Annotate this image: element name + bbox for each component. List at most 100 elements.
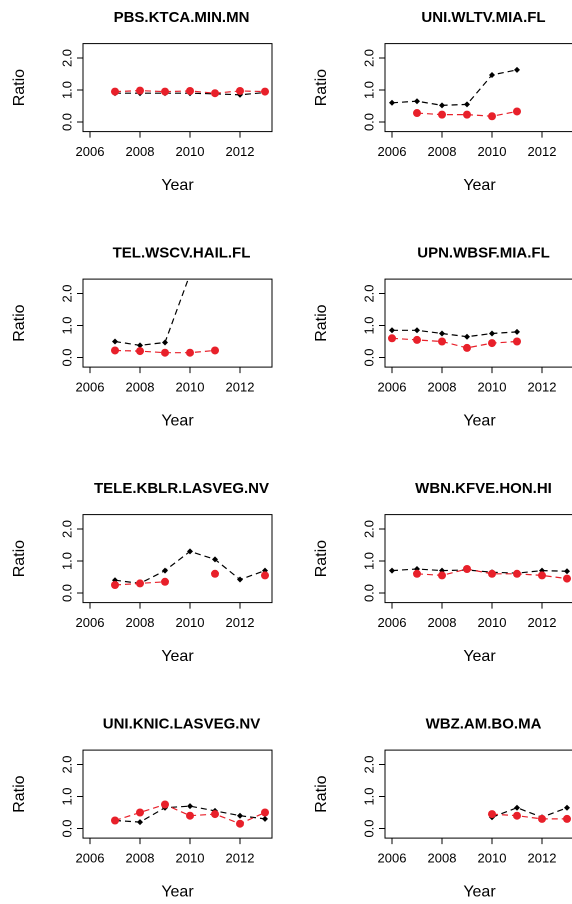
point <box>513 811 521 820</box>
y-tick-label: 2.0 <box>361 49 376 67</box>
series <box>111 800 269 828</box>
x-tick-label: 2006 <box>76 851 105 866</box>
y-tick-label: 1.0 <box>59 81 74 99</box>
point <box>261 87 269 96</box>
y-tick-label: 1.0 <box>361 81 376 99</box>
x-tick-label: 2012 <box>226 615 255 630</box>
y-axis-label: Ratio <box>11 69 28 106</box>
x-axis-label: Year <box>161 177 194 194</box>
point <box>463 343 471 352</box>
panel: UNI.WLTV.MIA.FL 2006 2008 2010 2012 0.0 1.0 2.0… <box>313 9 572 194</box>
x-tick-label: 2006 <box>378 144 407 159</box>
point <box>488 112 496 121</box>
point <box>414 327 420 334</box>
y-tick-label: 0.0 <box>361 113 376 131</box>
point <box>161 348 169 357</box>
x-tick-label: 2008 <box>126 144 155 159</box>
series <box>112 548 268 587</box>
point <box>137 342 143 349</box>
y-axis-label: Ratio <box>313 540 330 577</box>
point <box>464 333 470 340</box>
point <box>413 569 421 578</box>
panel: TEL.WSCV.HAIL.FL 2006 2008 2010 2012 0.0 1.0 2.… <box>11 244 273 429</box>
x-tick-label: 2010 <box>176 144 205 159</box>
point <box>389 567 395 574</box>
y-tick-label: 0.0 <box>59 113 74 131</box>
x-tick-label: 2006 <box>76 144 105 159</box>
chart-title: TELE.KBLR.LASVEG.NV <box>94 480 269 497</box>
chart-title: UNI.KNIC.LASVEG.NV <box>103 715 261 732</box>
y-tick-label: 2.0 <box>361 520 376 538</box>
point <box>162 339 168 346</box>
point <box>186 811 194 820</box>
x-tick-label: 2012 <box>528 851 557 866</box>
point <box>187 803 193 810</box>
point <box>488 339 496 348</box>
x-tick-label: 2010 <box>176 851 205 866</box>
point <box>489 330 495 337</box>
point <box>463 565 471 573</box>
point <box>136 86 144 95</box>
point <box>538 814 546 823</box>
chart-title: UNI.WLTV.MIA.FL <box>421 9 545 26</box>
x-tick-label: 2012 <box>226 144 255 159</box>
point <box>111 816 119 825</box>
point <box>211 569 219 578</box>
point <box>389 99 395 106</box>
series <box>389 327 520 340</box>
y-tick-label: 1.0 <box>361 316 376 334</box>
x-axis-label: Year <box>161 412 194 429</box>
x-axis-label: Year <box>463 412 496 429</box>
point <box>236 86 244 95</box>
x-tick-label: 2012 <box>226 380 255 395</box>
point <box>236 819 244 828</box>
x-tick-label: 2010 <box>478 851 507 866</box>
x-axis-label: Year <box>463 883 496 900</box>
y-tick-label: 0.0 <box>59 348 74 366</box>
x-axis-label: Year <box>463 648 496 665</box>
panel: TELE.KBLR.LASVEG.NV 2006 2008 2010 2012 0.0 1.… <box>11 480 273 665</box>
plot-frame <box>384 514 572 604</box>
point <box>514 328 520 335</box>
panel: UPN.WBSF.MIA.FL 2006 2008 2010 2012 0.0 1.0 2.0… <box>313 244 572 429</box>
point <box>463 110 471 119</box>
point <box>389 327 395 334</box>
point <box>186 86 194 95</box>
series <box>389 66 520 109</box>
x-tick-label: 2012 <box>528 615 557 630</box>
point <box>261 571 269 580</box>
point <box>439 102 445 109</box>
point <box>211 810 219 819</box>
chart-title: WBZ.AM.BO.MA <box>426 715 542 732</box>
y-axis-label: Ratio <box>11 775 28 812</box>
point <box>564 568 570 575</box>
x-tick-label: 2006 <box>378 380 407 395</box>
series-line <box>392 329 518 338</box>
point <box>564 804 570 811</box>
series-line <box>391 69 518 106</box>
plot-frame <box>384 278 572 368</box>
series-line <box>391 337 518 349</box>
point <box>413 335 421 344</box>
point <box>538 571 546 580</box>
point <box>136 808 144 817</box>
point <box>136 347 144 356</box>
point <box>161 87 169 96</box>
panel: UNI.KNIC.LASVEG.NV 2006 2008 2010 2012 0.0 1.0… <box>11 715 273 900</box>
x-tick-label: 2006 <box>76 615 105 630</box>
x-tick-label: 2008 <box>126 851 155 866</box>
x-tick-label: 2010 <box>478 144 507 159</box>
series-line <box>491 813 567 820</box>
y-tick-label: 1.0 <box>361 787 376 805</box>
chart-title: WBN.KFVE.HON.HI <box>415 480 552 497</box>
point <box>112 338 118 345</box>
y-tick-label: 2.0 <box>59 520 74 538</box>
y-tick-label: 0.0 <box>361 819 376 837</box>
x-tick-label: 2012 <box>528 380 557 395</box>
plot-frame <box>82 514 273 604</box>
series <box>112 279 189 349</box>
plot-frame <box>82 43 273 133</box>
point <box>211 346 219 355</box>
series <box>111 86 269 98</box>
